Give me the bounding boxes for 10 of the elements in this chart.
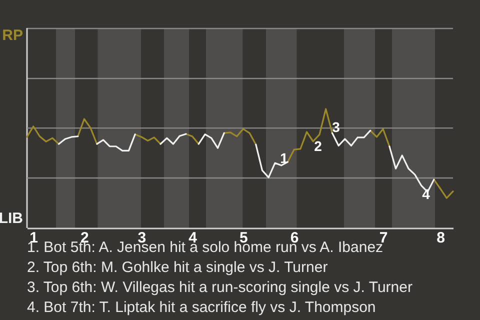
- annotation: 2: [314, 138, 322, 154]
- text: LIB: [0, 210, 24, 227]
- x-tick-label: 8: [436, 230, 445, 246]
- text: 4. Bot 7th: T. Liptak hit a sacrifice fly vs J. Thompson: [27, 298, 377, 318]
- annotation: 3: [332, 119, 340, 135]
- annotation: 1: [280, 150, 288, 166]
- text: 3. Top 6th: W. Villegas hit a run-scoring single vs J. Turner: [27, 278, 412, 298]
- annotation: 4: [422, 186, 430, 202]
- text: 2. Top 6th: M. Gohlke hit a single vs J. Turner: [27, 258, 329, 278]
- text: RP: [2, 27, 23, 44]
